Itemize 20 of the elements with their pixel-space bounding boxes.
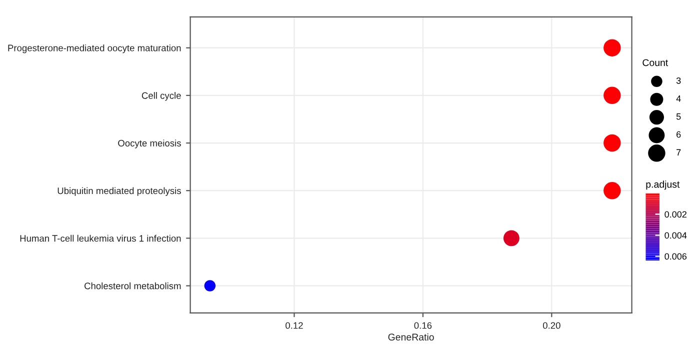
y-tick-label: Cell cycle xyxy=(142,92,181,101)
x-tick-label: 0.16 xyxy=(414,322,432,329)
color-bar-label: 0.006 xyxy=(664,253,687,260)
y-tick-label: Ubiquitin mediated proteolysis xyxy=(58,187,181,196)
x-tick-label: 0.20 xyxy=(542,322,560,329)
color-bar-label: 0.004 xyxy=(664,232,687,239)
legend-title: Count xyxy=(642,59,668,66)
legend-label: 4 xyxy=(676,95,681,102)
legend-label: 3 xyxy=(676,77,681,84)
y-tick-label: Oocyte meiosis xyxy=(118,140,181,148)
color-bar-label: 0.002 xyxy=(664,211,686,218)
legend-label: 5 xyxy=(676,113,681,120)
y-tick-label: Human T-cell leukemia virus 1 infection xyxy=(20,234,181,242)
y-tick-label: Progesterone-mediated oocyte maturation xyxy=(8,44,181,54)
color-bar-title: p.adjust xyxy=(646,180,680,190)
legend-label: 7 xyxy=(676,149,681,156)
y-tick-label: Cholesterol metabolism xyxy=(84,282,181,290)
legend-label: 6 xyxy=(676,131,681,138)
x-axis-title: GeneRatio xyxy=(388,333,434,341)
x-tick-label: 0.12 xyxy=(286,322,303,329)
